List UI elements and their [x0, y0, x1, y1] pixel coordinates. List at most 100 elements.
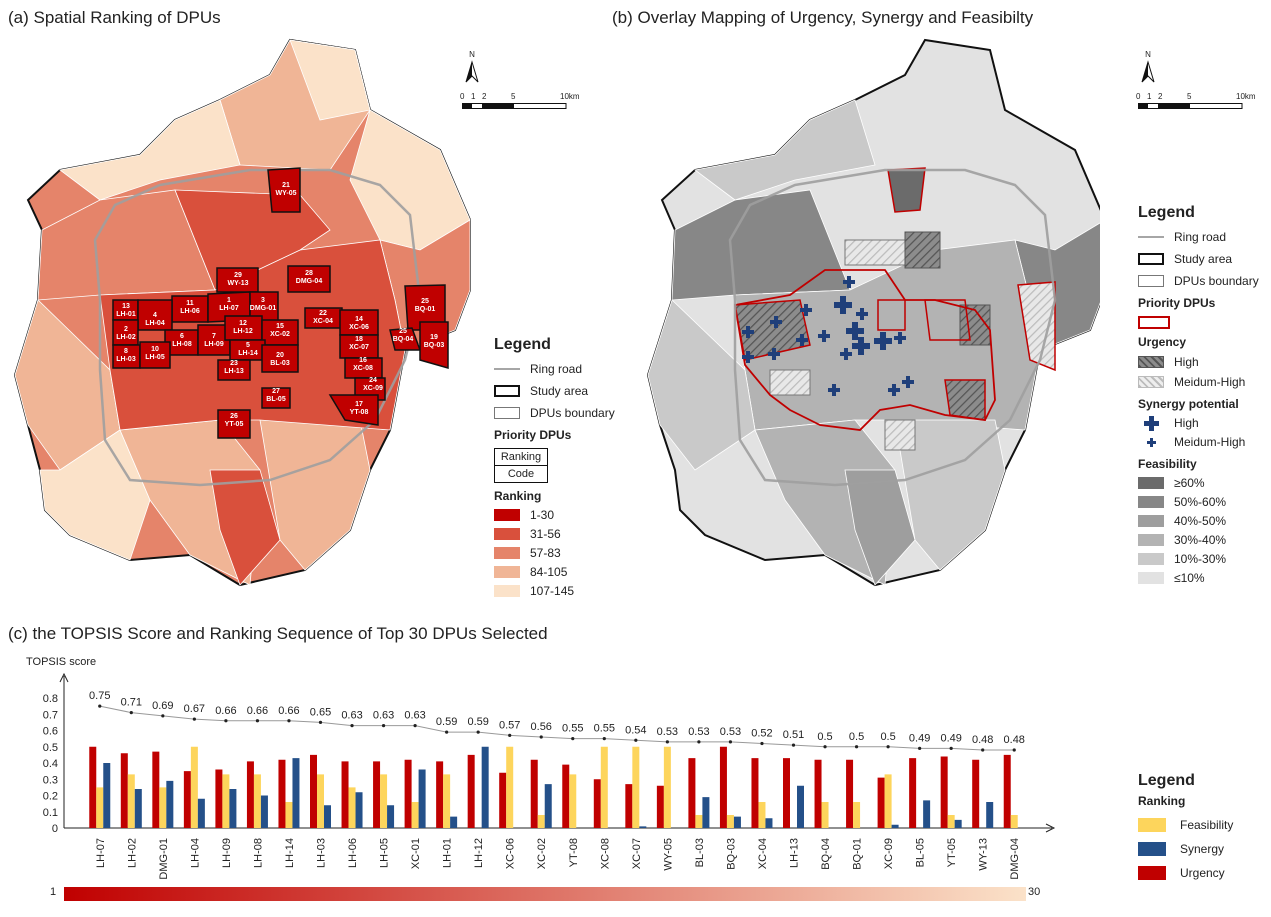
synergy-mid-icon	[894, 332, 906, 344]
feasibility-class-4: 10%-30%	[1138, 552, 1270, 566]
feas-north-dark	[887, 167, 926, 213]
topsis-point	[728, 740, 733, 744]
topsis-point	[318, 720, 323, 724]
bar-synergy	[891, 824, 899, 828]
topsis-label: 0.52	[751, 728, 772, 740]
study-area-swatch	[1138, 253, 1164, 265]
ranking-swatch	[494, 585, 520, 597]
x-tick-label: LH-01	[442, 838, 454, 868]
x-tick-label: XC-08	[599, 838, 611, 869]
x-tick-label: LH-08	[252, 838, 264, 868]
bar-urgency	[467, 754, 475, 828]
bar-urgency	[530, 759, 538, 828]
x-tick-label: LH-04	[189, 838, 201, 868]
legend-b-study-area: Study area	[1138, 252, 1270, 266]
ranking-class-2: 57-83	[494, 546, 634, 560]
topsis-point	[413, 724, 417, 728]
feasibility-class-5: ≤10%	[1138, 571, 1270, 585]
topsis-label: 0.53	[688, 726, 709, 738]
topsis-label: 0.49	[909, 732, 930, 744]
north-label-b: N	[1145, 50, 1151, 59]
bar-urgency	[940, 756, 948, 828]
scale-bar-b: 0 1 2 5 10km	[1136, 92, 1256, 101]
topsis-label: 0.66	[215, 705, 236, 717]
topsis-point	[949, 746, 953, 750]
synergy-mid-icon	[742, 351, 754, 363]
bar-synergy	[702, 797, 710, 828]
north-arrow-icon	[465, 60, 479, 83]
feas-northwest	[694, 99, 876, 201]
synergy-high-icon	[834, 296, 852, 314]
topsis-point	[445, 730, 449, 734]
bar-urgency	[404, 759, 412, 828]
x-tick-label: BQ-01	[852, 838, 864, 870]
x-tick-label: BQ-03	[725, 838, 737, 870]
scale-bar-graphic-a	[462, 103, 567, 109]
legend-c-title: Legend	[1138, 772, 1195, 789]
x-tick-label: XC-02	[536, 838, 548, 869]
y-tick-label: 0.5	[43, 742, 58, 754]
bar-synergy	[292, 758, 300, 828]
x-tick-label: BQ-04	[820, 838, 832, 870]
bar-urgency	[341, 761, 349, 828]
district-northwest	[59, 99, 241, 201]
bar-synergy	[765, 818, 773, 828]
topsis-label: 0.49	[940, 732, 961, 744]
bar-urgency	[877, 777, 885, 828]
ranking-map	[13, 38, 471, 587]
y-tick-label: 0.7	[43, 709, 58, 721]
topsis-label: 0.63	[341, 710, 362, 722]
cross-large-icon	[1144, 416, 1159, 431]
bar-urgency	[751, 758, 759, 828]
x-tick-label: LH-05	[379, 838, 391, 868]
topsis-point	[381, 724, 386, 728]
bar-synergy	[166, 780, 174, 828]
bar-urgency	[972, 759, 980, 828]
legend-synergy-high: High	[1138, 415, 1270, 431]
x-tick-label: LH-14	[284, 838, 296, 868]
x-tick-label: LH-06	[347, 838, 359, 868]
bar-synergy	[418, 769, 426, 828]
ranking-class-3: 84-105	[494, 565, 634, 579]
bar-synergy	[481, 746, 489, 828]
topsis-point	[760, 741, 764, 746]
legend-b-feasibility-title: Feasibility	[1138, 457, 1197, 471]
north-label-a: N	[469, 50, 475, 59]
feasibility-class-3: 30%-40%	[1138, 533, 1270, 547]
x-tick-label: LH-03	[316, 838, 328, 868]
topsis-label: 0.53	[657, 726, 678, 738]
y-axis-arrow	[59, 672, 69, 683]
legend-c-subtitle: Ranking	[1138, 794, 1186, 808]
bar-urgency	[814, 759, 822, 828]
y-tick-label: 0.1	[43, 807, 58, 819]
bar-urgency	[246, 761, 254, 828]
scale-bar-graphic-b	[1138, 103, 1243, 109]
study-area-swatch	[494, 385, 520, 397]
topsis-label: 0.57	[499, 719, 520, 731]
x-tick-label: LH-13	[789, 838, 801, 868]
synergy-mid-icon	[828, 384, 840, 396]
priority-swatch	[1138, 316, 1170, 329]
topsis-label: 0.56	[531, 721, 552, 733]
synergy-mid-icon	[856, 308, 868, 320]
bar-feasibility	[758, 802, 766, 828]
topsis-label: 0.59	[436, 716, 457, 728]
gradient-start-label: 1	[50, 886, 57, 898]
bar-feasibility	[853, 802, 861, 828]
topsis-label: 0.66	[247, 705, 268, 717]
y-tick-label: 0.8	[43, 693, 58, 705]
topsis-label: 0.5	[817, 731, 832, 743]
y-tick-label: 0	[52, 823, 58, 835]
x-tick-label: DMG-01	[158, 838, 170, 880]
topsis-label: 0.66	[278, 705, 299, 717]
ranking-label: 31-56	[530, 527, 561, 541]
topsis-label: 0.71	[121, 697, 142, 709]
feasibility-swatch	[1138, 496, 1164, 508]
feas-southwest	[647, 299, 756, 471]
priority-key-box: Ranking Code	[494, 448, 548, 483]
bar-feasibility	[537, 815, 545, 828]
topsis-point	[224, 719, 228, 723]
bar-feasibility	[947, 815, 955, 828]
x-tick-label: LH-12	[473, 838, 485, 868]
legend-b: Legend Ring road Study area DPUs boundar…	[1138, 204, 1270, 585]
